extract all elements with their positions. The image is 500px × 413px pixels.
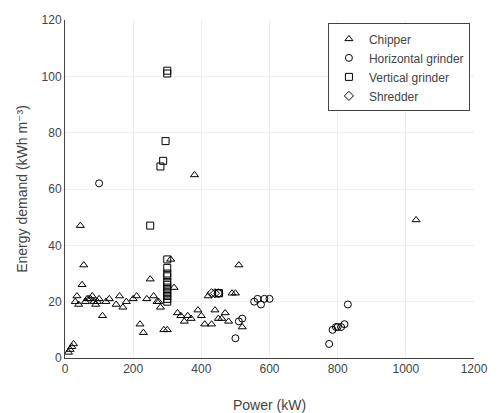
- svg-text:120: 120: [42, 13, 62, 27]
- svg-text:200: 200: [123, 362, 143, 376]
- svg-text:Horizontal grinder: Horizontal grinder: [369, 52, 464, 66]
- svg-text:1000: 1000: [392, 362, 419, 376]
- svg-text:0: 0: [62, 362, 69, 376]
- svg-text:Energy demand (kWh m⁻³): Energy demand (kWh m⁻³): [14, 105, 30, 273]
- svg-text:60: 60: [48, 182, 62, 196]
- svg-text:0: 0: [55, 351, 62, 365]
- svg-text:Shredder: Shredder: [369, 90, 418, 104]
- svg-text:80: 80: [48, 126, 62, 140]
- svg-text:40: 40: [48, 239, 62, 253]
- svg-text:Chipper: Chipper: [369, 33, 411, 47]
- svg-text:1200: 1200: [461, 362, 488, 376]
- svg-text:Power (kW): Power (kW): [233, 397, 306, 413]
- svg-text:400: 400: [191, 362, 211, 376]
- svg-text:100: 100: [42, 70, 62, 84]
- svg-text:Vertical grinder: Vertical grinder: [369, 71, 449, 85]
- svg-text:600: 600: [259, 362, 279, 376]
- svg-text:20: 20: [48, 295, 62, 309]
- svg-text:800: 800: [328, 362, 348, 376]
